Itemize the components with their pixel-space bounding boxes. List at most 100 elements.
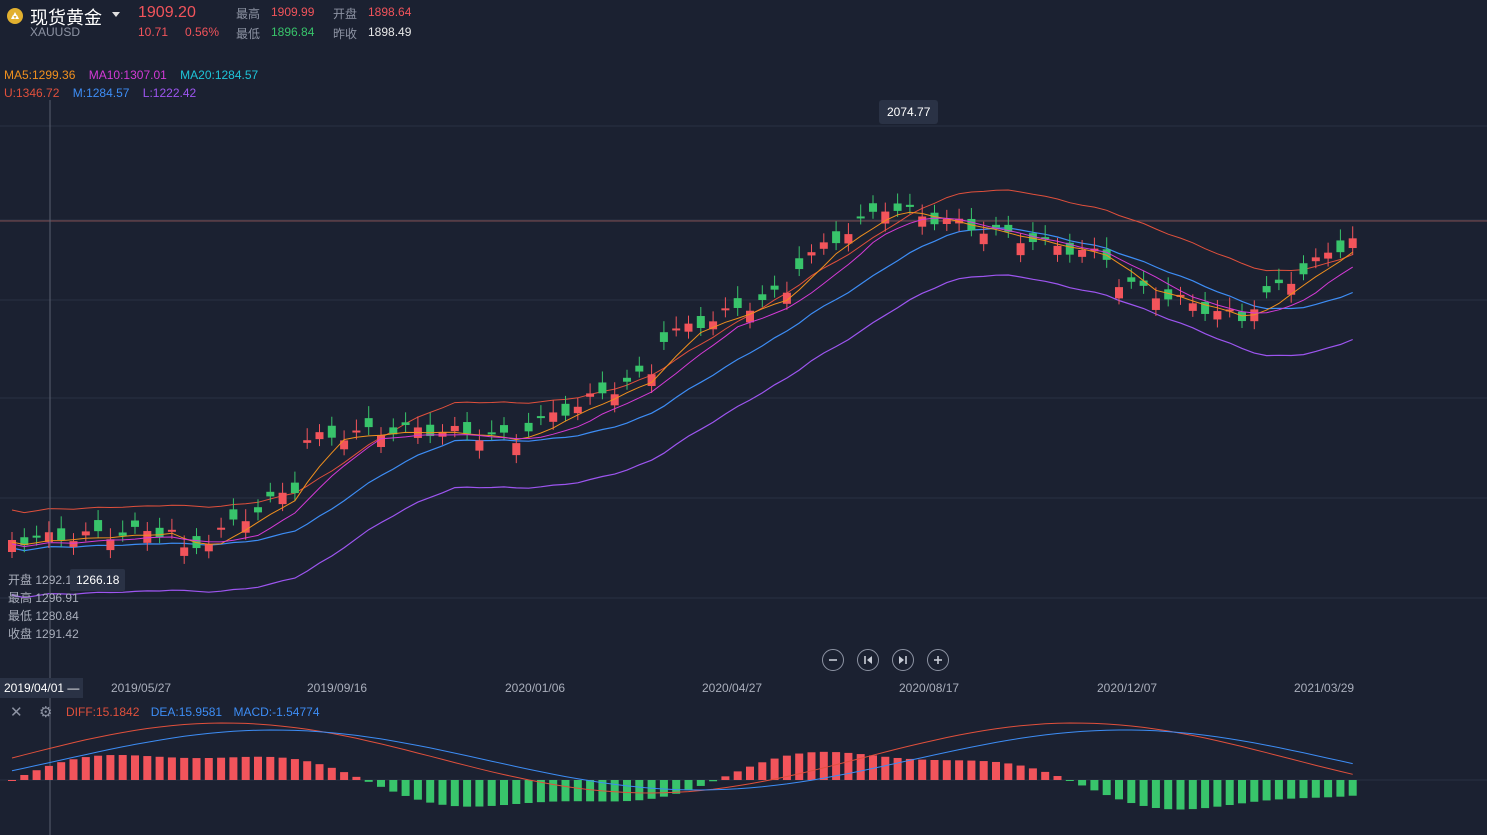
macd-histogram-bar <box>315 764 324 780</box>
candle-body <box>758 294 767 301</box>
candle-body <box>438 432 447 437</box>
candle-body <box>955 218 964 224</box>
candle-body <box>549 412 558 422</box>
candle-body <box>217 527 226 530</box>
macd-chart[interactable] <box>0 698 1487 835</box>
macd-histogram-bar <box>266 756 275 780</box>
candle-body <box>118 532 127 536</box>
candle-body <box>1016 243 1025 256</box>
candle-body <box>500 425 508 433</box>
macd-histogram-bar <box>1201 780 1210 809</box>
candle-body <box>1348 238 1357 249</box>
ohlc-close-value: 1291.42 <box>35 627 79 641</box>
candle-body <box>844 234 853 244</box>
candle-body <box>57 528 66 541</box>
boll-upper-value: U:1346.72 <box>4 86 60 100</box>
macd-histogram-bar <box>782 755 791 780</box>
macd-histogram-bar <box>512 780 521 804</box>
candle-body <box>1127 277 1136 282</box>
max-price-tag: 2074.77 <box>879 100 939 124</box>
macd-histogram-bar <box>1016 765 1025 780</box>
close-icon[interactable]: ✕ <box>10 704 23 721</box>
candle-body <box>1139 280 1148 286</box>
macd-histogram-bar <box>217 757 226 780</box>
candle-body <box>672 328 681 331</box>
prev-close-value: 1898.49 <box>368 25 412 39</box>
macd-histogram-bar <box>131 755 139 780</box>
low-label: 最低 <box>236 27 261 41</box>
chevron-down-icon[interactable] <box>112 12 120 17</box>
ma10-line <box>11 217 1353 548</box>
settings-icon[interactable]: ⚙ <box>39 704 53 721</box>
candle-body <box>254 507 262 513</box>
macd-histogram-bar <box>1348 780 1357 796</box>
macd-histogram-bar <box>536 780 545 803</box>
macd-histogram-bar <box>1115 780 1123 800</box>
candle-body <box>303 440 312 443</box>
macd-histogram-bar <box>1065 780 1074 781</box>
macd-histogram-bar <box>204 758 213 780</box>
instrument-title[interactable]: 现货黄金 <box>30 8 102 28</box>
x-tick-label: 2020/04/27 <box>702 681 763 695</box>
macd-histogram-bar <box>364 780 373 782</box>
step-back-button[interactable] <box>857 649 879 671</box>
candle-body <box>1299 263 1308 275</box>
macd-histogram-bar <box>524 780 533 803</box>
macd-histogram-bar <box>893 757 902 780</box>
macd-histogram-bar <box>758 762 767 780</box>
step-forward-button[interactable] <box>892 649 914 671</box>
candle-body <box>463 422 472 434</box>
macd-histogram-bar <box>81 757 90 780</box>
instrument-symbol: XAUUSD <box>30 25 81 39</box>
candle-body <box>1065 242 1074 255</box>
macd-histogram-bar <box>881 756 890 780</box>
macd-histogram-bar <box>1102 780 1111 796</box>
high-value: 1909.99 <box>271 5 315 19</box>
x-tick-label: 2019/09/16 <box>307 681 368 695</box>
macd-histogram-bar <box>450 780 459 807</box>
candle-body <box>487 432 496 435</box>
macd-histogram-bar <box>463 780 472 807</box>
macd-histogram-bar <box>573 780 582 802</box>
candle-body <box>1028 233 1037 243</box>
macd-histogram-bar <box>967 760 976 780</box>
zoom-in-button[interactable] <box>927 649 949 671</box>
macd-histogram-bar <box>696 780 705 786</box>
macd-histogram-bar <box>672 780 681 794</box>
candle-body <box>869 203 877 212</box>
candlestick-chart[interactable] <box>0 100 1487 678</box>
macd-histogram-bar <box>500 780 508 806</box>
candle-body <box>918 216 927 227</box>
candle-body <box>143 531 152 543</box>
candle-body <box>1164 289 1173 300</box>
macd-histogram-bar <box>635 780 644 801</box>
crosshair-ohlc-panel: 开盘 1292.1 最高 1296.91 最低 1280.84 收盘 1291.… <box>8 571 79 643</box>
candle-body <box>1225 309 1234 312</box>
candle-body <box>364 418 373 428</box>
crosshair-price-tag: 1266.18 <box>70 569 126 591</box>
macd-histogram-bar <box>955 760 964 780</box>
macd-histogram-bar <box>426 780 435 803</box>
ohlc-low-value: 1280.84 <box>35 609 79 623</box>
macd-histogram-bar <box>942 760 951 780</box>
candle-body <box>1053 245 1062 255</box>
candle-body <box>856 216 865 219</box>
boll-legend: U:1346.72 M:1284.57 L:1222.42 <box>4 86 206 100</box>
macd-histogram-bar <box>869 755 877 780</box>
macd-histogram-bar <box>438 780 447 805</box>
candle-body <box>389 427 398 435</box>
macd-histogram-bar <box>1164 780 1173 810</box>
macd-histogram-bar <box>1151 780 1160 809</box>
candle-body <box>1262 286 1271 293</box>
macd-histogram-bar <box>327 767 336 780</box>
macd-histogram-bar <box>832 752 841 780</box>
candle-body <box>561 403 570 416</box>
candle-body <box>241 521 250 533</box>
macd-histogram-bar <box>1127 780 1136 804</box>
macd-histogram-bar <box>377 780 385 787</box>
zoom-out-button[interactable] <box>822 649 844 671</box>
macd-histogram-bar <box>487 780 496 806</box>
macd-histogram-bar <box>1139 780 1148 806</box>
x-tick-label: 2020/12/07 <box>1097 681 1158 695</box>
candle-body <box>1102 249 1111 260</box>
